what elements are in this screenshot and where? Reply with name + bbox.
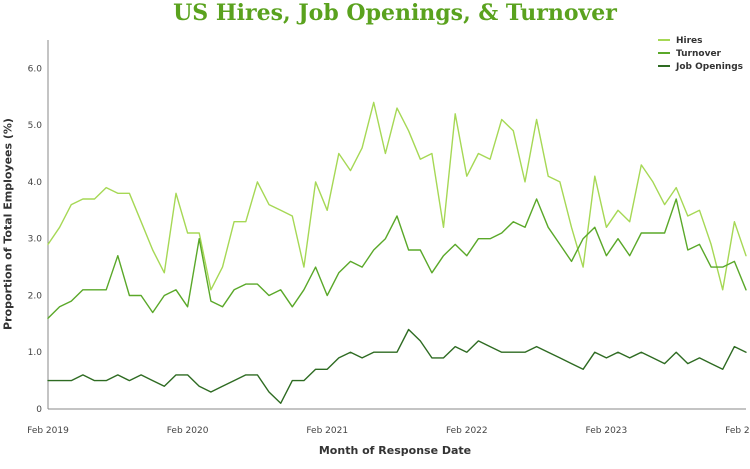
x-tick-label: Feb 2021 xyxy=(306,426,348,436)
series-line-job-openings xyxy=(47,328,747,404)
y-tick-label: 4.0 xyxy=(28,178,43,188)
x-tick-label: Feb 2019 xyxy=(27,426,69,436)
y-tick-label: 1.0 xyxy=(28,348,43,358)
x-tick-label: Feb 2023 xyxy=(586,426,628,436)
x-tick-label: Feb 2022 xyxy=(446,426,488,436)
legend-label-job-openings: Job Openings xyxy=(675,62,743,72)
x-tick-label: Feb 2020 xyxy=(167,426,209,436)
legend-label-turnover: Turnover xyxy=(676,49,722,59)
series-line-turnover xyxy=(47,198,747,319)
series-line-hires xyxy=(47,101,747,291)
chart-title: US Hires, Job Openings, & Turnover xyxy=(173,0,617,26)
legend-label-hires: Hires xyxy=(676,36,703,46)
x-tick-label: Feb 2024 xyxy=(725,426,750,436)
y-tick-label: 5.0 xyxy=(28,121,43,131)
y-tick-label: 2.0 xyxy=(28,291,43,301)
y-tick-label: 6.0 xyxy=(28,64,43,74)
x-axis-label: Month of Response Date xyxy=(318,444,472,457)
y-tick-label: 3.0 xyxy=(28,235,43,245)
y-tick-label: 0 xyxy=(36,405,42,415)
